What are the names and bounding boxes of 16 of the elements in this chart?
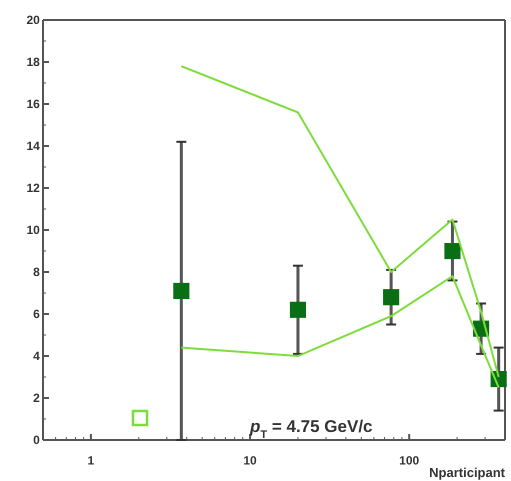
y-tick-label: 20 [26,12,40,27]
y-tick-label: 0 [33,432,40,447]
y-tick-label: 14 [26,138,40,153]
y-tick-label: 10 [26,222,40,237]
y-tick-label: 8 [33,264,40,279]
x-tick-label: 1 [88,454,95,468]
y-tick-label: 6 [33,306,40,321]
x-tick-label: 100 [399,454,420,468]
y-tick-label: 16 [26,96,40,111]
x-axis-title: Nparticipant [429,465,506,480]
y-tick-label: 4 [33,348,40,363]
x-tick-label: 10 [243,454,258,468]
y-tick-label: 12 [26,180,40,195]
annotation: p$_{T}$ = 4.75 GeV/c [249,417,373,441]
y-tick-label: 18 [26,54,40,69]
y-tick-label: 2 [33,390,40,405]
